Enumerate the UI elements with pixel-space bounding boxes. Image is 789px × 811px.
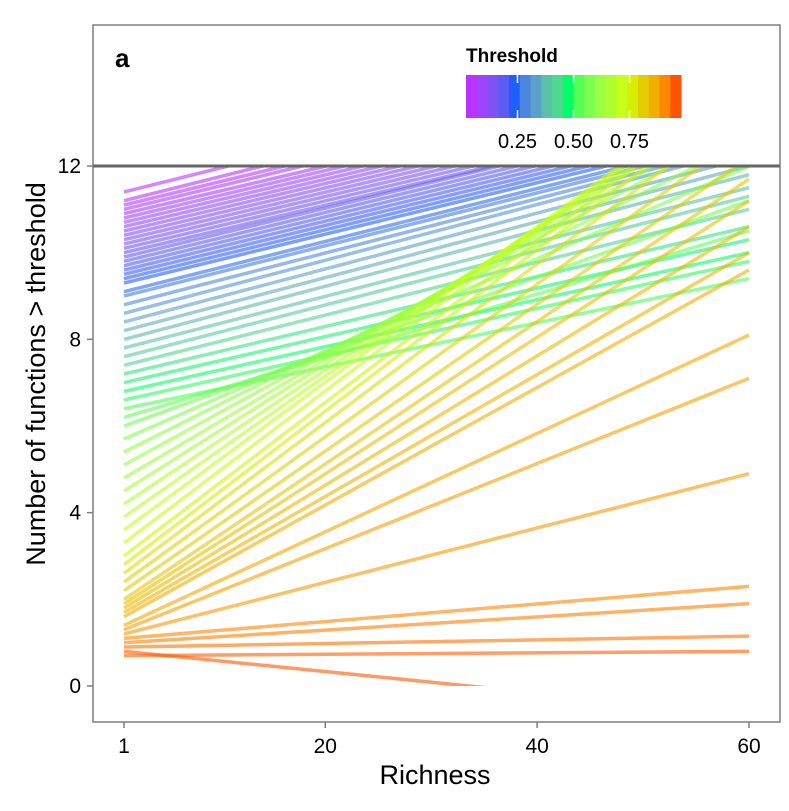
series-line	[123, 194, 750, 359]
series-line	[123, 471, 750, 636]
series-line	[123, 166, 371, 225]
legend-color-swatch	[670, 75, 682, 118]
legend-color-swatch	[595, 75, 607, 118]
panel-label: a	[115, 43, 130, 73]
series-line	[123, 166, 653, 298]
legend-colorbar	[466, 75, 682, 118]
series-line	[123, 172, 750, 342]
series-line	[123, 166, 643, 493]
legend-color-swatch	[584, 75, 596, 118]
series-line	[123, 166, 507, 259]
legend-color-swatch	[562, 75, 574, 118]
series-line	[123, 166, 463, 246]
series-line	[123, 207, 750, 368]
series-line	[123, 649, 750, 658]
legend-title: Threshold	[466, 46, 558, 67]
legend-color-swatch	[552, 75, 564, 118]
series-line	[123, 185, 750, 350]
series-line	[123, 376, 750, 632]
x-tick-label: 20	[314, 735, 337, 758]
series-line	[123, 634, 750, 649]
series-line	[123, 584, 750, 641]
series-line	[123, 177, 750, 601]
series-line	[123, 166, 543, 268]
legend-tick-label: 0.75	[610, 131, 649, 153]
legend-color-swatch	[487, 75, 499, 118]
series-line	[123, 166, 389, 229]
series-line	[122, 166, 639, 558]
x-tick-label: 60	[737, 735, 760, 758]
y-tick-label: 4	[69, 502, 81, 525]
legend-color-swatch	[498, 75, 510, 118]
legend-color-swatch	[659, 75, 671, 118]
y-tick-label: 0	[69, 675, 81, 698]
legend-color-swatch	[627, 75, 639, 118]
series-line	[123, 199, 750, 428]
legend: Threshold 0.25 0.50 0.75	[466, 46, 682, 153]
legend-color-swatch	[616, 75, 628, 118]
series-line	[123, 166, 560, 272]
legend-color-swatch	[466, 75, 478, 118]
series-line	[122, 166, 626, 545]
series-line	[123, 649, 487, 686]
series-line	[123, 166, 310, 212]
series-line	[123, 166, 426, 238]
series-line	[123, 166, 596, 281]
legend-color-swatch	[638, 75, 650, 118]
series-line	[122, 166, 623, 532]
legend-color-swatch	[541, 75, 553, 118]
legend-color-swatch	[509, 75, 521, 118]
series-line	[123, 251, 750, 614]
series-line	[123, 166, 525, 264]
x-tick-label: 1	[118, 735, 130, 758]
legend-color-swatch	[476, 75, 488, 118]
series-line	[123, 166, 408, 233]
series-lines	[122, 166, 750, 686]
series-line	[123, 166, 293, 207]
series-line	[123, 259, 750, 402]
legend-color-swatch	[605, 75, 617, 118]
legend-color-swatch	[573, 75, 585, 118]
legend-color-swatch	[519, 75, 531, 118]
series-line	[123, 250, 750, 394]
series-line	[123, 166, 614, 285]
series-line	[123, 268, 750, 619]
y-tick-label: 8	[69, 328, 81, 351]
series-line	[123, 166, 481, 251]
series-line	[123, 199, 750, 606]
series-line	[123, 166, 635, 506]
series-line	[123, 333, 750, 627]
legend-tick-label: 0.25	[498, 131, 537, 153]
series-line	[123, 166, 271, 203]
x-tick-label: 40	[525, 735, 548, 758]
legend-color-swatch	[530, 75, 542, 118]
series-line	[123, 166, 353, 220]
y-axis-label: Number of functions > threshold	[21, 182, 51, 565]
y-tick-label: 12	[58, 155, 81, 178]
series-line	[123, 166, 691, 316]
series-line	[123, 166, 578, 277]
legend-tick-label: 0.50	[554, 131, 593, 153]
legend-color-swatch	[648, 75, 660, 118]
series-line	[123, 166, 740, 593]
series-line	[122, 166, 671, 575]
series-line	[123, 166, 500, 255]
series-line	[123, 225, 750, 610]
series-line	[123, 166, 334, 216]
x-axis-label: Richness	[379, 760, 490, 790]
series-line	[122, 166, 704, 584]
series-line	[123, 166, 635, 294]
series-line	[123, 601, 750, 645]
